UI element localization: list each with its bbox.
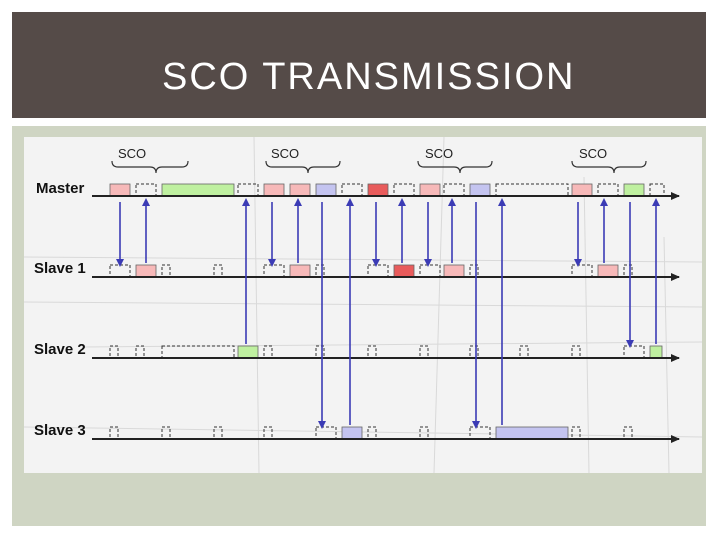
empty-slot-master [393,183,415,197]
slide-title: SCO TRANSMISSION [162,56,576,98]
idle-slot-slave3 [213,426,223,440]
sco-slot-master [571,183,593,197]
idle-slot-slave1 [213,264,223,278]
empty-slot-master [443,183,465,197]
sco-slot-slave1 [443,264,465,278]
slot-layer [109,183,665,440]
sco-label: SCO [271,146,299,161]
idle-slot-slave3 [263,426,273,440]
sco-slot-slave1 [289,264,311,278]
acl-slot-slave3 [341,426,363,440]
empty-slot-slave1 [109,264,131,278]
idle-slot-slave3 [571,426,581,440]
empty-slot-slave3 [315,426,337,440]
empty-slot-master [495,183,569,197]
idle-slot-slave2 [571,345,581,359]
acl-slot-master [623,183,645,197]
idle-slot-slave2 [367,345,377,359]
idle-slot-slave2 [135,345,145,359]
timeline-label-master: Master [36,180,85,197]
idle-slot-slave2 [263,345,273,359]
empty-slot-slave2 [161,345,235,359]
arrow-layer [116,198,660,429]
sco-slot-slave1 [135,264,157,278]
sco-label: SCO [118,146,146,161]
idle-slot-slave2 [519,345,529,359]
idle-slot-slave2 [109,345,119,359]
empty-slot-slave1 [419,264,441,278]
title-bar: SCO TRANSMISSION [12,12,706,118]
empty-slot-slave2 [623,345,645,359]
sco-brackets: SCO SCO SCO SCO [111,146,647,174]
idle-slot-slave2 [419,345,429,359]
sco-slot-master [367,183,389,197]
empty-slot-slave3 [469,426,491,440]
empty-slot-slave1 [367,264,389,278]
axis-layer [92,192,680,443]
idle-slot-slave3 [367,426,377,440]
empty-slot-slave1 [263,264,285,278]
sco-label: SCO [425,146,453,161]
timing-diagram-svg: SCO SCO SCO SCO Master Slave 1 Slave 2 S… [24,137,702,473]
acl-slot-slave2 [237,345,259,359]
empty-slot-slave1 [571,264,593,278]
acl-slot-master [469,183,491,197]
timing-diagram: SCO SCO SCO SCO Master Slave 1 Slave 2 S… [24,137,702,473]
acl-slot-slave2 [649,345,663,359]
timeline-label-slave3: Slave 3 [34,422,86,439]
sco-slot-master [109,183,131,197]
empty-slot-master [649,183,665,197]
sco-label: SCO [579,146,607,161]
sco-slot-slave1 [597,264,619,278]
timeline-label-slave2: Slave 2 [34,341,86,358]
sco-slot-master [289,183,311,197]
acl-slot-master [161,183,235,197]
acl-slot-master [315,183,337,197]
empty-slot-master [135,183,157,197]
sco-slot-master [419,183,441,197]
sco-slot-slave1 [393,264,415,278]
empty-slot-master [341,183,363,197]
idle-slot-slave1 [161,264,171,278]
acl-slot-slave3 [495,426,569,440]
empty-slot-master [597,183,619,197]
timeline-label-slave1: Slave 1 [34,260,86,277]
sco-slot-master [263,183,285,197]
idle-slot-slave3 [623,426,633,440]
